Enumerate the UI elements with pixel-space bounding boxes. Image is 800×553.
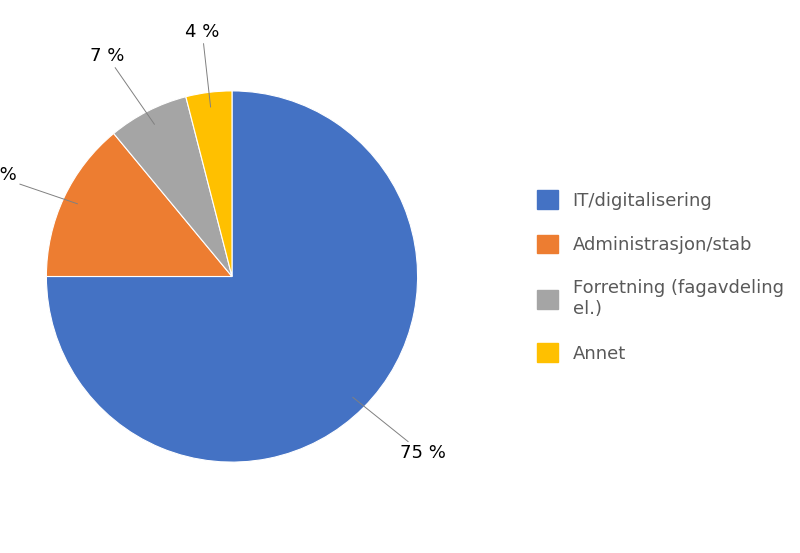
Wedge shape <box>186 91 232 276</box>
Text: 14 %: 14 % <box>0 166 78 204</box>
Wedge shape <box>114 97 232 276</box>
Text: 7 %: 7 % <box>90 47 154 124</box>
Text: 75 %: 75 % <box>353 397 446 462</box>
Wedge shape <box>46 91 418 462</box>
Text: 4 %: 4 % <box>185 23 219 107</box>
Legend: IT/digitalisering, Administrasjon/stab, Forretning (fagavdeling
el.), Annet: IT/digitalisering, Administrasjon/stab, … <box>530 183 791 370</box>
Wedge shape <box>46 133 232 276</box>
